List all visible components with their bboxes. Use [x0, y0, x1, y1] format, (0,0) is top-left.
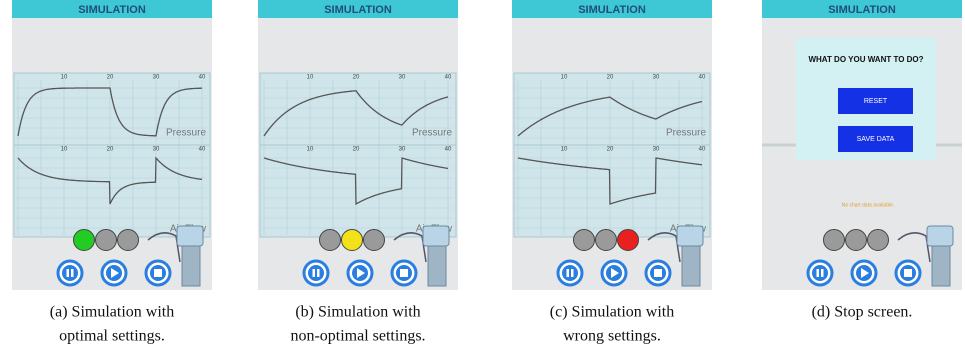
- status-light: [96, 230, 117, 251]
- figure: SIMULATION1010202030304040PressureAir Fl…: [0, 0, 965, 356]
- caption: non-optimal settings.: [290, 328, 425, 345]
- x-tick-label: 10: [61, 75, 68, 81]
- status-light: [824, 230, 845, 251]
- status-light: [596, 230, 617, 251]
- ventilator-screen: [177, 226, 203, 246]
- ventilator-body: [428, 246, 446, 286]
- pressure-label: Pressure: [166, 128, 206, 139]
- x-tick-label: 20: [353, 147, 360, 153]
- ventilator-body: [182, 246, 200, 286]
- stop-icon: [654, 269, 662, 277]
- status-light: [846, 230, 867, 251]
- status-light: [320, 230, 341, 251]
- x-tick-label: 10: [307, 75, 314, 81]
- x-tick-label: 30: [153, 147, 160, 153]
- x-tick-label: 40: [699, 147, 706, 153]
- stop-icon: [154, 269, 162, 277]
- caption: optimal settings.: [59, 328, 165, 345]
- pause-icon: [313, 269, 316, 277]
- pause-icon: [567, 269, 570, 277]
- caption: wrong settings.: [563, 328, 661, 345]
- x-tick-label: 20: [107, 75, 114, 81]
- stop-icon: [400, 269, 408, 277]
- pressure-label: Pressure: [666, 128, 706, 139]
- x-tick-label: 20: [607, 75, 614, 81]
- x-tick-label: 30: [653, 147, 660, 153]
- pause-button-inner[interactable]: [308, 265, 324, 281]
- x-tick-label: 30: [399, 75, 406, 81]
- x-tick-label: 10: [307, 147, 314, 153]
- x-tick-label: 40: [199, 147, 206, 153]
- caption: (b) Simulation with: [295, 304, 420, 321]
- stop-icon: [904, 269, 912, 277]
- pause-icon: [821, 269, 824, 277]
- header-title: SIMULATION: [828, 4, 896, 16]
- caption: (d) Stop screen.: [812, 304, 913, 321]
- x-tick-label: 40: [445, 75, 452, 81]
- status-light: [868, 230, 889, 251]
- pause-icon: [817, 269, 820, 277]
- x-tick-label: 10: [561, 147, 568, 153]
- status-light: [364, 230, 385, 251]
- x-tick-label: 30: [653, 75, 660, 81]
- ventilator-screen: [423, 226, 449, 246]
- header-title: SIMULATION: [578, 4, 646, 16]
- ventilator-body: [682, 246, 700, 286]
- x-tick-label: 10: [61, 147, 68, 153]
- x-tick-label: 10: [561, 75, 568, 81]
- status-light: [74, 230, 95, 251]
- x-tick-label: 40: [445, 147, 452, 153]
- save-label[interactable]: SAVE DATA: [857, 136, 895, 143]
- no-data-note: No chart data available.: [842, 202, 895, 208]
- pressure-label: Pressure: [412, 128, 452, 139]
- caption: (c) Simulation with: [550, 304, 674, 321]
- x-tick-label: 20: [353, 75, 360, 81]
- ventilator-body: [932, 246, 950, 286]
- status-light: [618, 230, 639, 251]
- dialog-question: WHAT DO YOU WANT TO DO?: [808, 55, 923, 64]
- pause-icon: [67, 269, 70, 277]
- status-light: [574, 230, 595, 251]
- caption: (a) Simulation with: [50, 304, 174, 321]
- pause-icon: [571, 269, 574, 277]
- x-tick-label: 40: [699, 75, 706, 81]
- pause-icon: [317, 269, 320, 277]
- x-tick-label: 20: [107, 147, 114, 153]
- x-tick-label: 20: [607, 147, 614, 153]
- pause-button-inner[interactable]: [812, 265, 828, 281]
- x-tick-label: 30: [399, 147, 406, 153]
- ventilator-screen: [677, 226, 703, 246]
- ventilator-screen: [927, 226, 953, 246]
- chart-area: [260, 73, 456, 237]
- reset-label[interactable]: RESET: [864, 98, 888, 105]
- pause-button-inner[interactable]: [562, 265, 578, 281]
- header-title: SIMULATION: [78, 4, 146, 16]
- x-tick-label: 40: [199, 75, 206, 81]
- status-light: [342, 230, 363, 251]
- chart-area: [514, 73, 710, 237]
- header-title: SIMULATION: [324, 4, 392, 16]
- pause-button-inner[interactable]: [62, 265, 78, 281]
- status-light: [118, 230, 139, 251]
- pause-icon: [71, 269, 74, 277]
- phone-panel: SIMULATION WHAT DO YOU WANT TO DO? RESET SA…: [762, 0, 962, 321]
- x-tick-label: 30: [153, 75, 160, 81]
